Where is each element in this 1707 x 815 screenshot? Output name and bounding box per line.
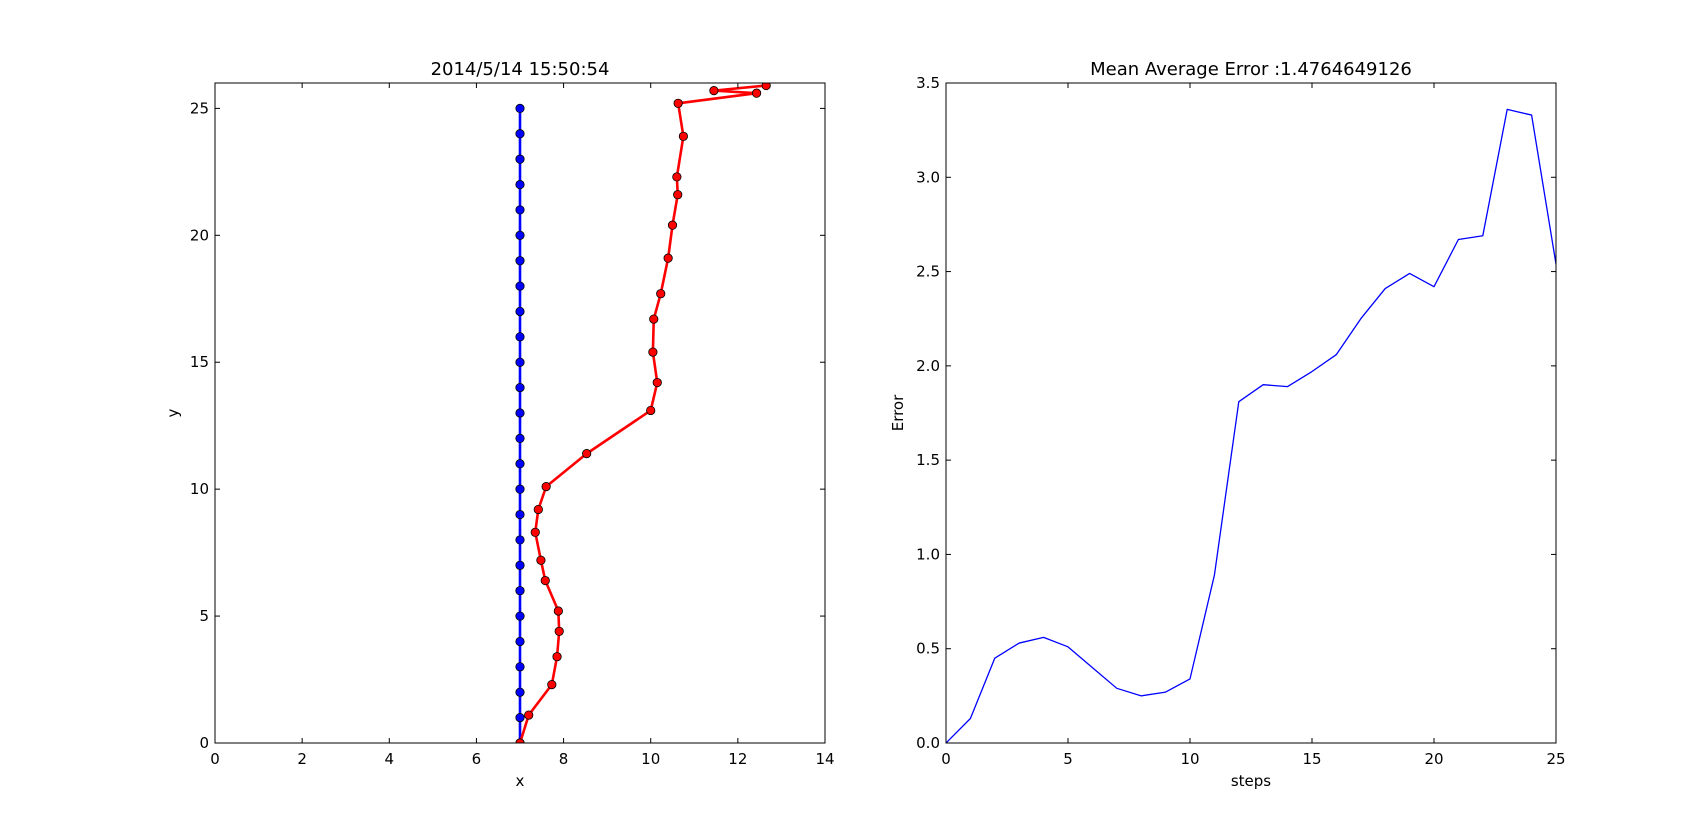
data-point [536,555,546,565]
plot-area [946,108,1556,743]
data-point [582,449,592,459]
data-point [663,253,673,263]
series-2 [515,83,771,743]
y-tick-label: 0.5 [916,640,940,658]
x-tick-label: 10 [641,750,660,768]
y-axis-label: y [164,408,182,417]
data-point [515,332,525,342]
chart-2: 0 5 10 15 20 25 0.0 0.5 1.0 1.5 2.0 2.5 3.0 3.5 Mean A… [889,59,1566,790]
data-point [515,357,525,367]
x-tick-label: 0 [941,750,951,768]
x-tick-label: 12 [728,750,747,768]
data-point [652,377,662,388]
x-tick-label: 5 [1063,750,1073,768]
axes-frame [945,82,1557,744]
data-point [515,306,525,317]
data-point [667,220,678,230]
y-tick-label: 1.5 [916,451,940,469]
plot-area [515,83,771,743]
data-point [646,405,656,416]
y-tick-label: 3.5 [916,74,940,92]
data-point [547,680,557,690]
data-point [515,713,525,723]
chart-title: Mean Average Error :1.4764649126 [1090,59,1412,80]
data-point [515,256,525,266]
data-point [515,408,525,418]
y-tick-label: 25 [190,99,209,117]
data-point [515,662,525,672]
x-tick-label: 10 [1180,750,1199,768]
data-point [515,383,525,393]
data-point [533,504,543,515]
data-point [515,154,525,164]
data-point [540,575,550,586]
data-point [515,560,525,570]
data-point [515,687,525,697]
x-tick-label: 2 [297,750,307,768]
y-axis-label: Error [889,394,907,431]
series-line [518,84,767,743]
data-point [672,172,682,182]
data-point [515,103,525,113]
x-tick-label: 0 [210,750,220,768]
y-tick-label: 20 [190,226,209,244]
x-tick-label: 4 [385,750,395,768]
chart-title: 2014/5/14 15:50:54 [431,59,610,80]
data-point [515,636,525,647]
y-tick-label: 3.0 [916,168,940,186]
x-tick-label: 8 [559,750,569,768]
data-point [553,606,563,616]
y-tick-label: 2.0 [916,357,940,375]
y-tick-label: 1.0 [916,545,940,563]
data-point [515,129,525,139]
data-point [515,205,525,215]
data-point [515,281,525,291]
x-tick-label: 25 [1546,750,1565,768]
data-point [656,289,666,299]
chart-1: 0 2 4 6 8 10 12 14 0 5 10 15 20 25 2014/5/14 15:50:54 x… [164,59,835,790]
data-point [515,459,525,469]
data-point [524,710,534,720]
data-point [515,433,525,443]
axes-frame [214,82,826,744]
data-point [515,484,525,494]
series-1 [946,108,1556,743]
x-axis-label: steps [1231,772,1271,790]
data-point [541,482,551,492]
series-line [946,108,1556,743]
data-point [515,535,525,545]
data-point [709,86,719,96]
data-point [648,347,658,357]
y-tick-label: 10 [190,480,209,498]
data-point [761,83,771,91]
data-point [552,652,562,662]
data-point [515,179,525,190]
y-tick-label: 0 [199,734,209,752]
x-tick-label: 15 [1302,750,1321,768]
data-point [649,314,659,324]
x-tick-label: 14 [815,750,834,768]
data-point [554,626,564,636]
data-point [673,190,683,200]
data-point [673,98,683,108]
data-point [678,131,688,141]
data-point [515,586,525,596]
x-axis-label: x [516,772,525,790]
x-tick-label: 6 [472,750,482,768]
y-tick-label: 2.5 [916,263,940,281]
series-1 [515,103,525,743]
x-tick-label: 20 [1424,750,1443,768]
data-point [515,509,525,520]
data-point [530,527,540,537]
y-tick-label: 15 [190,353,209,371]
y-tick-label: 5 [199,607,209,625]
data-point [751,88,762,98]
y-tick-label: 0.0 [916,734,940,752]
data-point [515,611,525,621]
data-point [515,230,525,240]
